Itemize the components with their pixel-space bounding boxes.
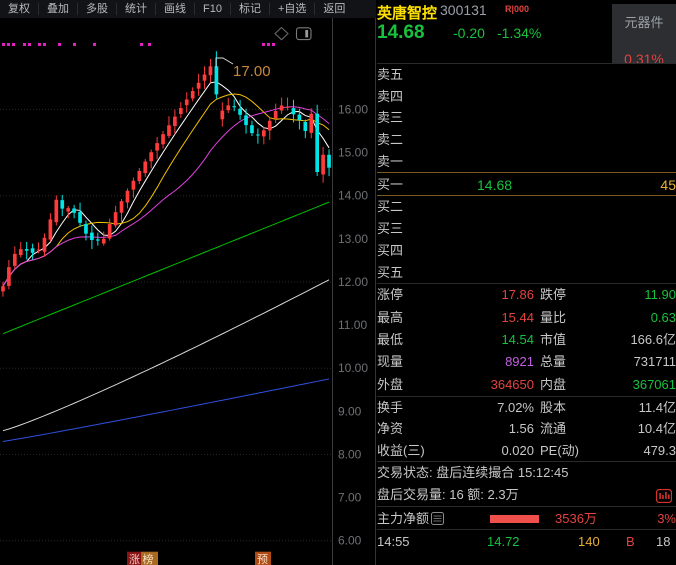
svg-text:13.00: 13.00 [338, 232, 368, 246]
svg-text:16.00: 16.00 [338, 102, 368, 116]
svg-text:7.00: 7.00 [338, 491, 362, 505]
svg-text:15.00: 15.00 [338, 146, 368, 160]
svg-text:17.00: 17.00 [233, 63, 271, 80]
svg-text:涨: 涨 [129, 553, 140, 565]
svg-text:10.00: 10.00 [338, 361, 368, 375]
svg-text:8.00: 8.00 [338, 447, 362, 461]
svg-text:榜: 榜 [143, 552, 154, 565]
svg-text:预: 预 [257, 553, 268, 565]
svg-text:6.00: 6.00 [338, 534, 362, 548]
svg-text:9.00: 9.00 [338, 404, 362, 418]
svg-text:14.00: 14.00 [338, 189, 368, 203]
svg-text:11.00: 11.00 [338, 318, 367, 332]
svg-text:12.00: 12.00 [338, 275, 368, 289]
